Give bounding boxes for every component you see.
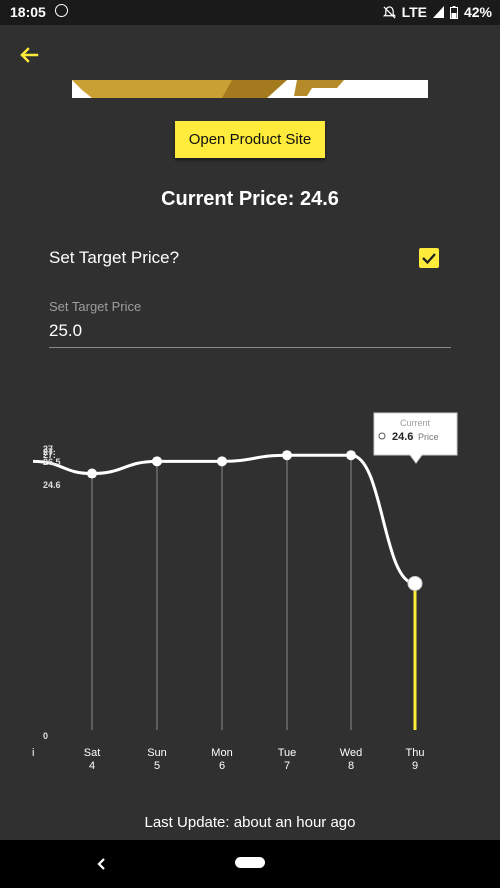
x-axis-date-label: 5	[154, 760, 160, 772]
battery-icon	[449, 5, 458, 19]
tooltip-box	[373, 412, 458, 464]
battery-level: 42%	[463, 4, 492, 20]
nav-back-icon[interactable]	[92, 854, 112, 874]
current-price-label: Current Price: 24.6	[161, 188, 339, 210]
checkmark-icon	[422, 253, 436, 265]
open-product-site-button[interactable]: Open Product Site	[175, 121, 325, 158]
x-axis-date-label: 6	[219, 760, 225, 772]
data-point	[282, 450, 292, 461]
x-axis-date-label: 7	[284, 760, 290, 772]
y-tick-label: 27.	[43, 444, 56, 454]
status-bar: 18:05 LTE 42%	[0, 0, 500, 25]
x-axis-day-label: Tue	[278, 747, 297, 759]
data-point	[217, 456, 227, 467]
data-point	[87, 468, 97, 479]
data-point	[152, 456, 162, 467]
set-target-price-label: Set Target Price?	[49, 248, 180, 267]
x-axis-day-label: Wed	[340, 747, 362, 759]
set-target-checkbox[interactable]	[419, 248, 439, 268]
y-tick-label: 24.6	[43, 480, 61, 490]
tooltip-marker-icon	[378, 432, 386, 440]
x-axis-date-label: 9	[412, 760, 418, 772]
y-tick-label: 27.	[43, 447, 56, 457]
price-tooltip: Current 24.6 Price	[373, 412, 458, 464]
back-arrow-icon[interactable]	[14, 40, 44, 70]
data-point	[346, 450, 356, 461]
y-tick-label: 0	[43, 731, 48, 741]
x-axis-day-label: Mon	[211, 747, 232, 759]
signal-icon	[432, 6, 444, 18]
tooltip-value: 24.6	[392, 431, 413, 443]
data-point	[407, 575, 423, 591]
y-tick-label: 27.	[43, 450, 56, 460]
status-icons: LTE 42%	[382, 4, 492, 20]
target-price-field-label: Set Target Price	[49, 299, 142, 314]
status-time: 18:05	[10, 4, 46, 20]
x-axis-date-label: 4	[89, 760, 95, 772]
x-axis-day-label: i	[32, 747, 34, 759]
x-axis-day-label: Thu	[406, 747, 425, 759]
x-axis-date-label: 8	[348, 760, 354, 772]
x-axis-day-label: Sat	[84, 747, 101, 759]
target-price-input[interactable]	[49, 315, 451, 348]
mute-bell-icon	[382, 5, 396, 18]
network-type: LTE	[401, 4, 427, 20]
product-image	[72, 80, 428, 98]
clock-icon	[55, 4, 68, 17]
price-chart: 27.27.27.26.524.60i Sat4Sun5Mon6Tue7Wed8T…	[32, 412, 458, 772]
last-update-label: Last Update: about an hour ago	[144, 814, 356, 831]
tooltip-title: Current	[400, 418, 431, 428]
nav-home-button[interactable]	[235, 857, 265, 868]
x-axis-day-label: Sun	[147, 747, 167, 759]
tooltip-unit: Price	[418, 432, 439, 442]
y-tick-label: 26.5	[43, 457, 61, 467]
